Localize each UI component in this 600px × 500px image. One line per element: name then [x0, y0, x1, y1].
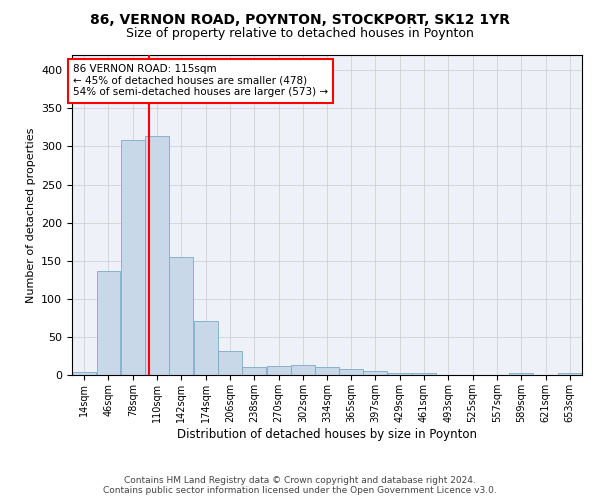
Y-axis label: Number of detached properties: Number of detached properties [26, 128, 35, 302]
Text: Size of property relative to detached houses in Poynton: Size of property relative to detached ho… [126, 28, 474, 40]
Bar [339, 369, 363, 375]
Bar [242, 368, 266, 375]
Bar [194, 321, 218, 375]
Bar [316, 368, 340, 375]
Bar [145, 136, 169, 375]
Bar [291, 365, 315, 375]
Text: 86 VERNON ROAD: 115sqm
← 45% of detached houses are smaller (478)
54% of semi-de: 86 VERNON ROAD: 115sqm ← 45% of detached… [73, 64, 328, 98]
Bar [388, 372, 412, 375]
Bar [72, 372, 96, 375]
Bar [509, 374, 533, 375]
Bar [363, 371, 387, 375]
Bar [169, 257, 193, 375]
X-axis label: Distribution of detached houses by size in Poynton: Distribution of detached houses by size … [177, 428, 477, 440]
Bar [412, 374, 436, 375]
Bar [558, 374, 582, 375]
Bar [218, 350, 242, 375]
Text: Contains HM Land Registry data © Crown copyright and database right 2024.
Contai: Contains HM Land Registry data © Crown c… [103, 476, 497, 495]
Bar [267, 366, 291, 375]
Text: 86, VERNON ROAD, POYNTON, STOCKPORT, SK12 1YR: 86, VERNON ROAD, POYNTON, STOCKPORT, SK1… [90, 12, 510, 26]
Bar [121, 140, 145, 375]
Bar [97, 272, 121, 375]
